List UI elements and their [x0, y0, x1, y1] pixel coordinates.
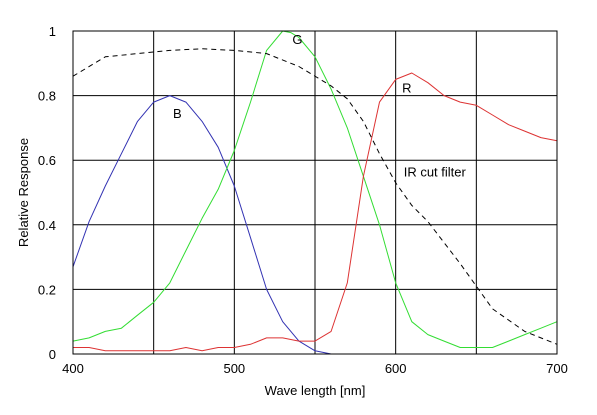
annotations: B G R IR cut filter: [173, 32, 467, 179]
curve-label: IR cut filter: [404, 164, 467, 179]
series-line-b: [72, 95, 332, 355]
series-line-g: [72, 30, 558, 348]
x-tick-label: 700: [546, 361, 568, 376]
x-tick-label: 600: [385, 361, 407, 376]
y-tick-label: 0.4: [38, 218, 56, 233]
curve-label: G: [292, 32, 302, 47]
x-tick-label: 400: [62, 361, 84, 376]
curve-label: B: [173, 106, 182, 121]
y-tick-label: 1: [49, 24, 56, 39]
series-layer: [72, 30, 558, 355]
plot-frame: [72, 30, 558, 355]
y-axis-label: Relative Response: [16, 138, 31, 247]
y-tick-label: 0.2: [38, 282, 56, 297]
curve-label: R: [402, 80, 411, 95]
y-tick-label: 0.8: [38, 89, 56, 104]
y-tick-label: 0: [49, 347, 56, 362]
x-axis-label: Wave length [nm]: [265, 383, 366, 398]
x-tick-label: 500: [223, 361, 245, 376]
series-line-r: [73, 72, 558, 352]
grid: [73, 31, 557, 354]
series-line-ir-cut-filter: [72, 48, 558, 345]
tick-labels: 400 500 600 700 0 0.2 0.4 0.6 0.8 1: [38, 24, 568, 376]
y-tick-label: 0.6: [38, 153, 56, 168]
